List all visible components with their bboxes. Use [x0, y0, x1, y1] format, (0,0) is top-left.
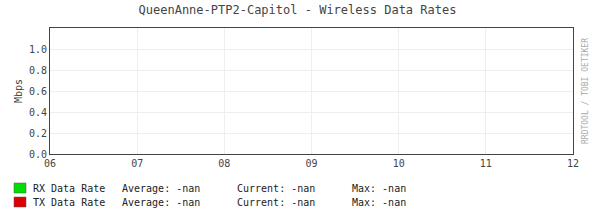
svg-text:0.2: 0.2 — [29, 128, 47, 139]
svg-text:Max: -nan: Max: -nan — [352, 197, 406, 208]
svg-text:0.4: 0.4 — [29, 107, 47, 118]
svg-text:08: 08 — [218, 158, 230, 169]
svg-text:Max: -nan: Max: -nan — [352, 183, 406, 194]
svg-text:Mbps: Mbps — [13, 79, 24, 103]
svg-text:RRDTOOL / TOBI OETIKER: RRDTOOL / TOBI OETIKER — [581, 38, 590, 144]
svg-text:0.0: 0.0 — [29, 149, 47, 160]
svg-text:11: 11 — [480, 158, 492, 169]
svg-text:0.6: 0.6 — [29, 86, 47, 97]
svg-text:RX Data Rate: RX Data Rate — [33, 183, 105, 194]
svg-text:Current: -nan: Current: -nan — [237, 197, 315, 208]
svg-text:09: 09 — [305, 158, 317, 169]
svg-text:12: 12 — [567, 158, 579, 169]
svg-text:Average: -nan: Average: -nan — [122, 183, 200, 194]
svg-text:Current: -nan: Current: -nan — [237, 183, 315, 194]
svg-text:07: 07 — [131, 158, 143, 169]
svg-text:QueenAnne-PTP2-Capitol - Wirel: QueenAnne-PTP2-Capitol - Wireless Data R… — [139, 3, 457, 17]
svg-text:1.0: 1.0 — [29, 44, 47, 55]
svg-text:TX Data Rate: TX Data Rate — [33, 197, 105, 208]
svg-text:06: 06 — [44, 158, 56, 169]
svg-text:Average: -nan: Average: -nan — [122, 197, 200, 208]
svg-text:0.8: 0.8 — [29, 65, 47, 76]
svg-text:10: 10 — [393, 158, 405, 169]
